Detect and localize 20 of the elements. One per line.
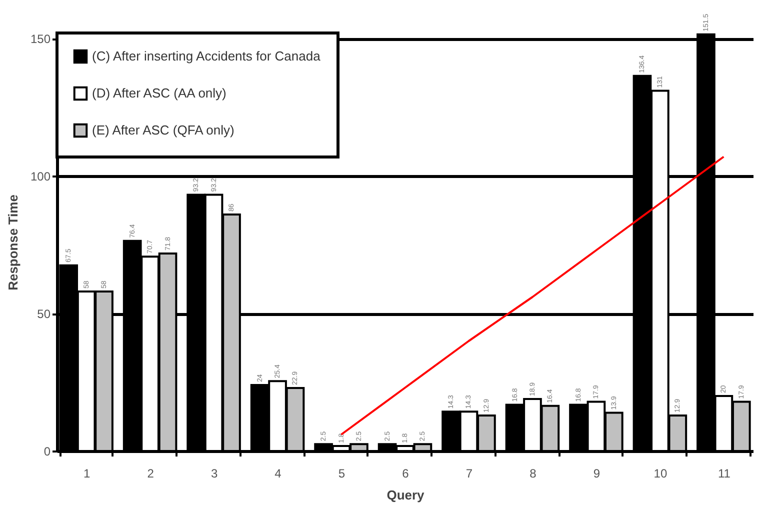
x-tick-label: 9 bbox=[593, 466, 600, 480]
x-tick-label: 4 bbox=[274, 466, 282, 480]
legend-label: (C) After inserting Accidents for Canada bbox=[92, 48, 322, 64]
y-tick-label: 100 bbox=[30, 170, 51, 184]
x-tick-label: 1 bbox=[83, 466, 90, 480]
x-tick-label: 8 bbox=[530, 466, 537, 480]
x-tick-label: 2 bbox=[147, 466, 154, 480]
y-tick-label: 50 bbox=[37, 307, 51, 321]
x-tick-label: 5 bbox=[338, 466, 346, 480]
x-tick-label: 3 bbox=[210, 466, 218, 480]
x-tick-label: 11 bbox=[718, 466, 731, 480]
x-axis-title: Query bbox=[386, 488, 426, 502]
x-tick-label: 7 bbox=[466, 466, 473, 480]
x-tick-label: 10 bbox=[654, 466, 668, 480]
y-tick-label: 150 bbox=[30, 32, 51, 46]
y-tick-label: 0 bbox=[44, 444, 51, 458]
y-axis-title: Response Time bbox=[5, 194, 20, 290]
legend-label: (D) After ASC (AA only) bbox=[92, 86, 226, 100]
x-tick-label: 6 bbox=[402, 466, 410, 480]
legend-label: (E) After ASC (QFA only) bbox=[92, 122, 234, 138]
